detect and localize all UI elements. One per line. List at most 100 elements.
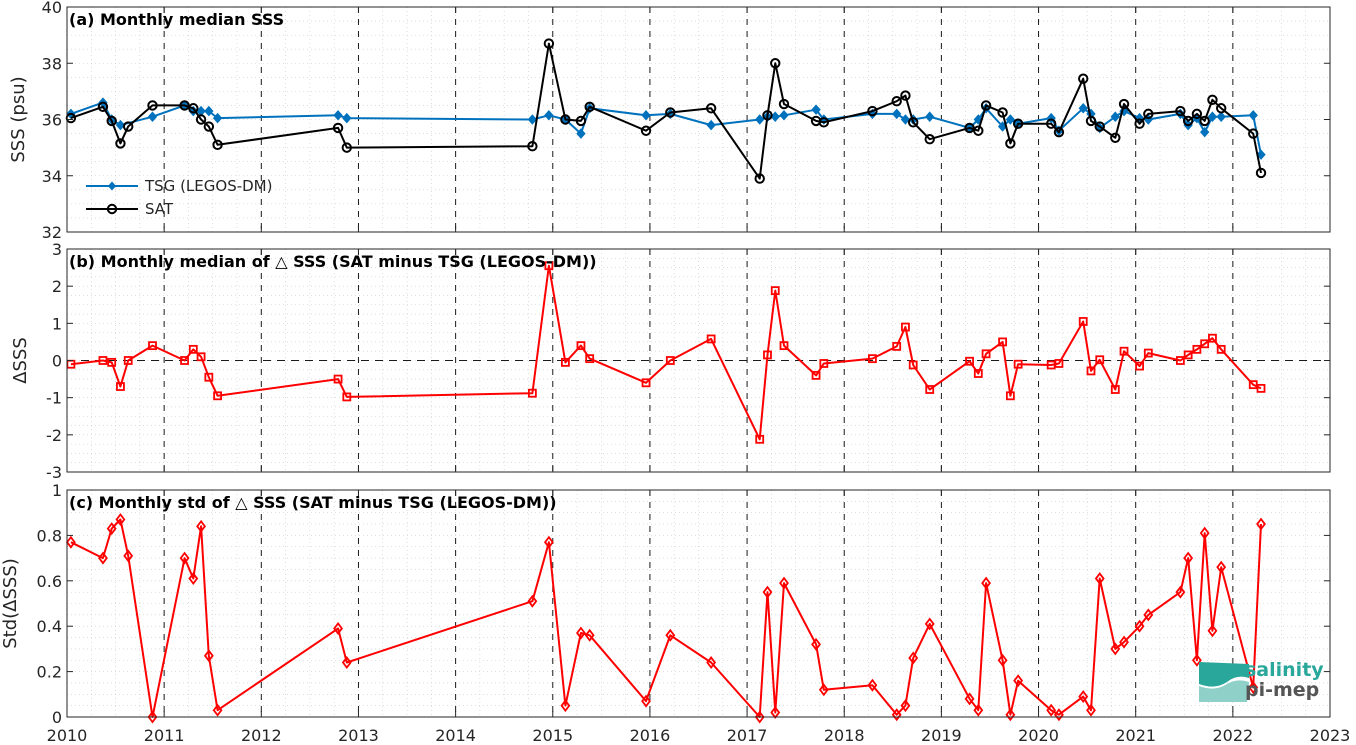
data-point [188,572,199,586]
y-tick-label: 0.8 [37,526,62,545]
x-tick-label: 2016 [630,726,671,745]
data-point [212,139,223,151]
data-point [641,110,651,121]
data-point [754,710,765,724]
data-point [584,628,595,642]
data-point [543,535,554,549]
data-point [665,356,675,365]
y-tick-label: 1 [52,314,62,333]
data-point [1078,73,1089,84]
logo-wave-icon-lower [1199,680,1249,702]
data-point [204,372,214,382]
data-point [779,576,789,590]
data-point [1045,118,1057,129]
data-point [576,626,586,640]
data-point [770,58,781,69]
data-point [576,341,586,351]
x-tick-label: 2022 [1212,726,1253,745]
data-point [333,110,343,121]
data-point [965,356,974,366]
data-point [925,111,935,122]
y-axis-label: ΔSSS [10,337,31,384]
data-point [779,110,789,121]
x-tick-label: 2023 [1310,726,1351,745]
x-tick-label: 2012 [241,726,282,745]
y-tick-label: -3 [46,463,62,482]
data-point [1199,526,1210,540]
legend-label: TSG (LEGOS-DM) [144,177,272,195]
panel-title: (c) Monthly std of △ SSS (SAT minus TSG … [69,493,557,512]
data-point [543,38,555,49]
y-tick-label: 0 [52,708,62,727]
series-markers [65,38,1267,184]
data-point [1005,114,1016,125]
y-tick-label: 34 [42,167,62,186]
data-point [527,388,537,398]
data-point [900,114,911,125]
data-point [892,108,902,120]
data-point [997,107,1008,118]
data-point [196,352,206,362]
data-point [1078,317,1088,326]
series-markers [65,513,1266,724]
series-line [70,42,1262,180]
logo-text-pi-mep: pi-mep [1245,679,1319,701]
data-point [1208,333,1217,343]
data-point [544,110,554,121]
data-point [1248,681,1259,694]
data-point [1175,105,1186,117]
data-point [180,356,189,365]
series-line [70,264,1262,441]
data-point [560,699,571,713]
panel-c: 0 0.2 0.4 0.6 0.8 1 2010 2011 2012 2013 2014 2015 20… [0,481,1350,745]
y-tick-label: 0 [52,352,62,371]
data-point [891,708,902,722]
data-point [998,337,1007,347]
series-line [70,518,1262,718]
data-point [900,699,911,713]
data-point [98,551,108,565]
data-point [203,649,214,663]
data-point [770,286,780,296]
data-point [148,341,157,351]
data-point [123,121,134,132]
data-point [333,621,343,635]
data-point [819,359,829,368]
x-tick-label: 2014 [435,726,476,745]
data-point [818,117,830,128]
data-point [1216,560,1227,574]
data-point [333,374,343,384]
data-point [115,119,126,131]
data-point [1053,126,1065,138]
data-point [1005,138,1016,149]
data-point [908,651,919,665]
data-point [778,98,790,110]
data-point [1200,126,1210,138]
data-point [1110,132,1121,143]
data-point [97,101,109,113]
data-point [892,341,902,351]
data-point [1175,585,1186,599]
data-point [1248,110,1258,121]
axes-frame [66,489,1331,718]
panel-a: 32 34 36 38 40 SSS (psu) (a) Monthly median SS… [8,0,1331,242]
data-point [1143,108,1154,120]
data-point [706,119,716,131]
x-tick-label: 2010 [47,726,88,745]
data-point [1191,653,1202,667]
data-point [981,576,992,590]
data-point [342,112,352,124]
data-point [1183,551,1194,565]
data-point [584,101,595,113]
data-point [1216,111,1226,122]
data-point [106,115,117,127]
data-point [811,637,821,651]
data-point [560,114,571,125]
data-point [196,519,207,533]
data-point [973,369,983,378]
data-point [576,128,586,139]
y-tick-label: 40 [42,0,62,17]
data-point [755,114,765,125]
